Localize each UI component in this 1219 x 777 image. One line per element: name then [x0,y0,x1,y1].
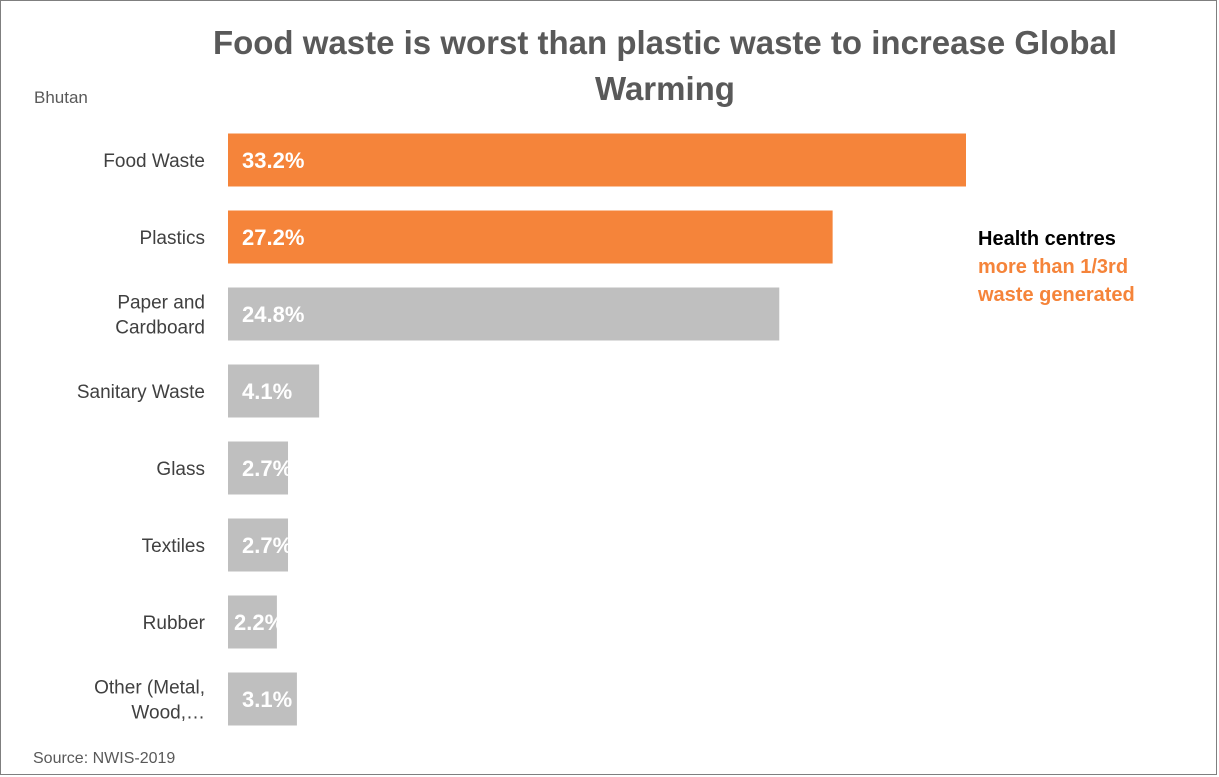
value-label-5: 2.7% [242,533,292,558]
value-label-1: 27.2% [242,225,304,250]
bar-0 [228,133,966,187]
value-label-2: 24.8% [242,302,304,327]
annotation-line-2: more than 1/3rd [978,256,1129,278]
category-label-1: Plastics [140,228,205,249]
value-label-0: 33.2% [242,148,304,173]
bar-4 [228,441,289,495]
bar-1 [228,210,833,264]
category-label-3: Sanitary Waste [77,382,205,403]
category-label-6: Rubber [143,613,206,634]
category-label-2-line-0: Paper and [117,293,205,314]
category-label-4: Glass [156,459,205,480]
chart-subtitle: Bhutan [34,88,88,107]
value-label-7: 3.1% [242,687,292,712]
chart-title: Food waste is worst than plastic waste t… [212,24,1118,107]
value-label-4: 2.7% [242,456,292,481]
bar-5 [228,518,289,572]
value-label-6: 2.2% [234,610,284,635]
category-label-7-line-0: Other (Metal, [94,678,205,699]
bar-2 [228,287,780,341]
annotation-line-1: Health centres [978,228,1116,250]
annotation-note: Health centres more than 1/3rd waste gen… [978,225,1135,309]
category-label-7-line-1: Wood,… [131,703,205,724]
category-label-2-line-1: Cardboard [115,318,205,339]
source-note: Source: NWIS-2019 [33,750,176,767]
value-label-3: 4.1% [242,379,292,404]
category-label-0: Food Waste [103,151,205,172]
bar-6 [228,595,277,649]
bar-7 [228,672,297,726]
category-label-5: Textiles [142,536,205,557]
bar-3 [228,364,320,418]
annotation-line-3: waste generated [978,284,1135,306]
